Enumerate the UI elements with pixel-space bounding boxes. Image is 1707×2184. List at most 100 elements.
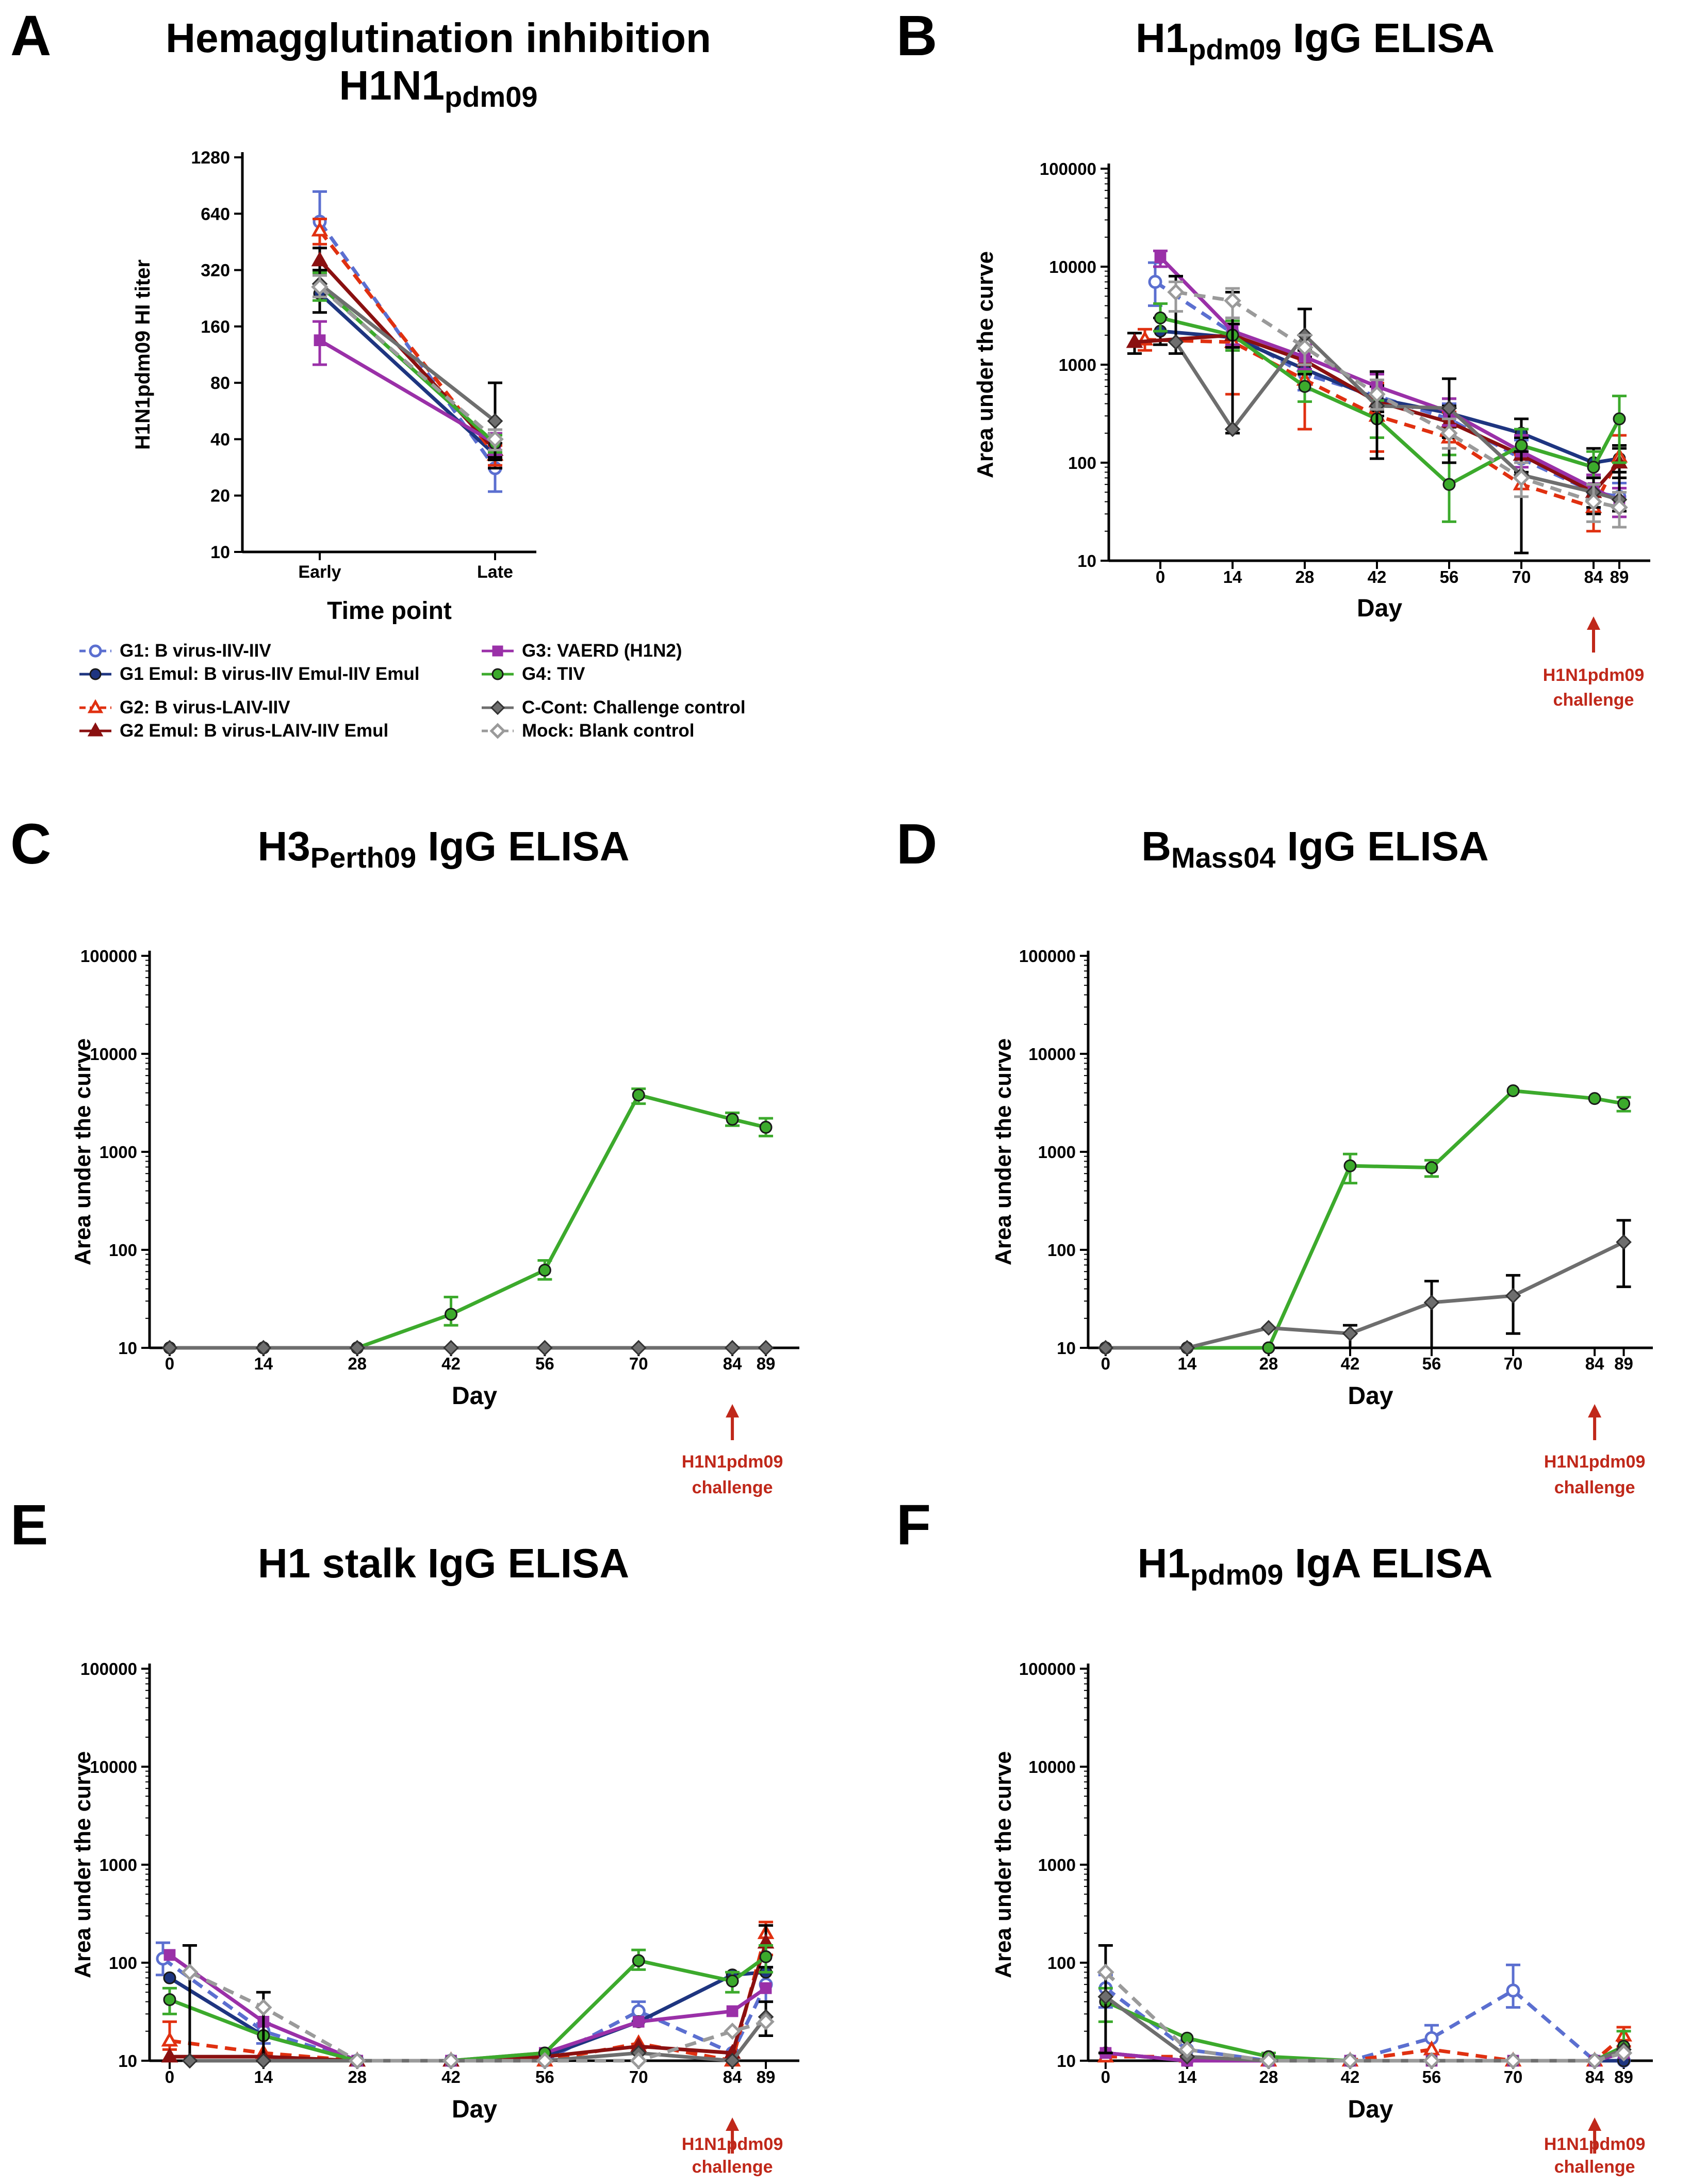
y-tick-label-80: 80	[210, 373, 230, 393]
legend-marker	[491, 668, 504, 680]
data-point-g2e	[311, 251, 329, 267]
series-g1	[313, 190, 502, 493]
legend-marker	[87, 699, 104, 713]
legend-item-g2e: G2 Emul: B virus-LAIV-IIV Emul	[77, 720, 388, 742]
x-tick-label-89: 89	[1610, 567, 1629, 586]
series-line-mock	[1175, 290, 1620, 510]
series-cc	[1097, 1219, 1632, 1356]
data-point-cc	[443, 1340, 459, 1356]
series-line-mock	[1104, 1970, 1624, 2063]
legend-marker	[87, 722, 104, 737]
x-tick-label-89: 89	[757, 1354, 776, 1373]
challenge-label-line1: H1N1pdm09	[682, 1452, 783, 1472]
data-point-g1	[1148, 274, 1162, 289]
x-tick-label-70: 70	[629, 1354, 648, 1373]
data-point-cc	[487, 413, 503, 429]
series-line-g2	[1144, 338, 1621, 510]
series-group	[1097, 1944, 1633, 2069]
data-point-g4	[759, 1120, 773, 1134]
data-point-g4	[1617, 1097, 1631, 1111]
data-point-mock	[1178, 2041, 1196, 2059]
legend-label: G2: B virus-LAIV-IIV	[120, 697, 290, 718]
data-point-cc	[1168, 334, 1184, 350]
series-group	[155, 1920, 775, 2069]
x-tick-label-42: 42	[1341, 1354, 1360, 1373]
panel-title-b-main: H1	[1135, 15, 1189, 61]
series-line-g4	[1160, 316, 1621, 486]
y-tick-label-10: 10	[1057, 2051, 1076, 2071]
panel-title-c-main: H3	[257, 823, 310, 869]
legend-swatch-g2	[79, 699, 111, 713]
series-line-g4	[1105, 1089, 1624, 1350]
panel-title-b-sub: pdm09	[1188, 33, 1282, 66]
y-tick-label-10: 10	[118, 2051, 137, 2071]
y-tick-label-1000: 1000	[100, 1855, 137, 1875]
chart-panel-d: 10 100 1000 10000 100000 0 14 28 42 56 70 84 89 Day Ar…	[991, 947, 1653, 1497]
legend-item-g3: G3: VAERD (H1N2)	[480, 640, 682, 662]
legend-label: G1 Emul: B virus-IIV Emul-IIV Emul	[120, 664, 420, 684]
x-axis-title: Day	[1348, 1382, 1393, 1410]
panel-letter-a: A	[10, 4, 52, 68]
series-mock	[1167, 280, 1628, 529]
data-point-mock	[536, 2052, 554, 2069]
series-mock	[311, 274, 504, 451]
data-point-mock	[1341, 2052, 1359, 2069]
x-tick-label-0: 0	[165, 2067, 174, 2087]
legend-item-g4: G4: TIV	[480, 663, 585, 686]
data-point-mock	[1585, 493, 1602, 511]
x-axis-title: Day	[1348, 2096, 1393, 2123]
chart-panel-b: 10 100 1000 10000 100000 0 14 28 42 56 70 84 89 Day Ar…	[973, 159, 1650, 710]
y-tick-label-10000: 10000	[1028, 1045, 1076, 1064]
legend-item-g1: G1: B virus-IIV-IIV	[77, 640, 271, 662]
legend-item-g1e: G1 Emul: B virus-IIV Emul-IIV Emul	[77, 663, 420, 686]
axes: 10 100 1000 10000 100000 0 14 28 42 56 70 84 89 Day Ar…	[973, 159, 1650, 622]
data-point-cc	[1179, 1340, 1195, 1356]
data-point-mock	[442, 2052, 460, 2069]
data-point-g4	[445, 1308, 458, 1321]
y-tick-label-160: 160	[201, 317, 230, 337]
y-tick-label-10: 10	[1077, 551, 1096, 571]
series-line-g2e	[170, 1942, 768, 2063]
data-point-mock	[1296, 338, 1314, 356]
panel-letter-b: B	[896, 4, 938, 68]
legend-label: Mock: Blank control	[522, 721, 695, 741]
data-point-cc	[1505, 1287, 1521, 1304]
y-axis-title: Area under the curve	[991, 1038, 1016, 1265]
series-line-g1	[1104, 1986, 1624, 2063]
series-line-cc	[189, 2015, 767, 2063]
legend-swatch-g1e	[79, 668, 111, 680]
panel-title-c-rest: IgG ELISA	[416, 823, 630, 869]
x-tick-label-0: 0	[1101, 2067, 1110, 2087]
legend-swatch-g3	[482, 645, 514, 657]
data-point-cc	[255, 2052, 272, 2069]
data-point-mock	[630, 2052, 647, 2069]
y-tick-label-10000: 10000	[90, 1045, 137, 1064]
x-tick-label-42: 42	[441, 2067, 461, 2087]
series-g2	[161, 1920, 775, 2067]
y-tick-label-1000: 1000	[1038, 1855, 1076, 1875]
axes: 10 100 1000 10000 100000 0 14 28 42 56 70 84 89 Day Ar…	[991, 1659, 1653, 2123]
legend-swatch-mock	[482, 723, 514, 739]
series-line-g1e	[318, 292, 497, 457]
series-line-cc	[318, 282, 497, 422]
challenge-arrow-head	[1588, 2117, 1602, 2131]
y-axis-title: Area under the curve	[991, 1751, 1016, 1978]
panel-title-a-main: H1N1	[339, 62, 445, 108]
series-line-mock	[189, 1970, 767, 2063]
data-point-g4	[1154, 311, 1167, 324]
x-tick-label-0: 0	[1156, 567, 1165, 586]
panel-title-e: H1 stalk IgG ELISA	[134, 1540, 753, 1587]
data-point-g3	[1154, 251, 1167, 263]
challenge-annotation: H1N1pdm09 challenge	[1544, 1404, 1645, 1497]
data-point-mock	[1260, 2052, 1277, 2069]
y-tick-label-20: 20	[210, 486, 230, 506]
panel-title-b: H1pdm09 IgG ELISA	[1006, 14, 1624, 66]
y-tick-label-100000: 100000	[1019, 1659, 1076, 1678]
x-tick-label-42: 42	[1368, 567, 1387, 586]
x-tick-label-89: 89	[1614, 2067, 1633, 2087]
data-point-mock	[1611, 498, 1628, 516]
challenge-arrow-head	[1587, 616, 1600, 630]
data-point-g1	[631, 2004, 646, 2018]
data-point-g4	[1298, 380, 1311, 393]
panel-title-d-main: B	[1141, 823, 1172, 869]
